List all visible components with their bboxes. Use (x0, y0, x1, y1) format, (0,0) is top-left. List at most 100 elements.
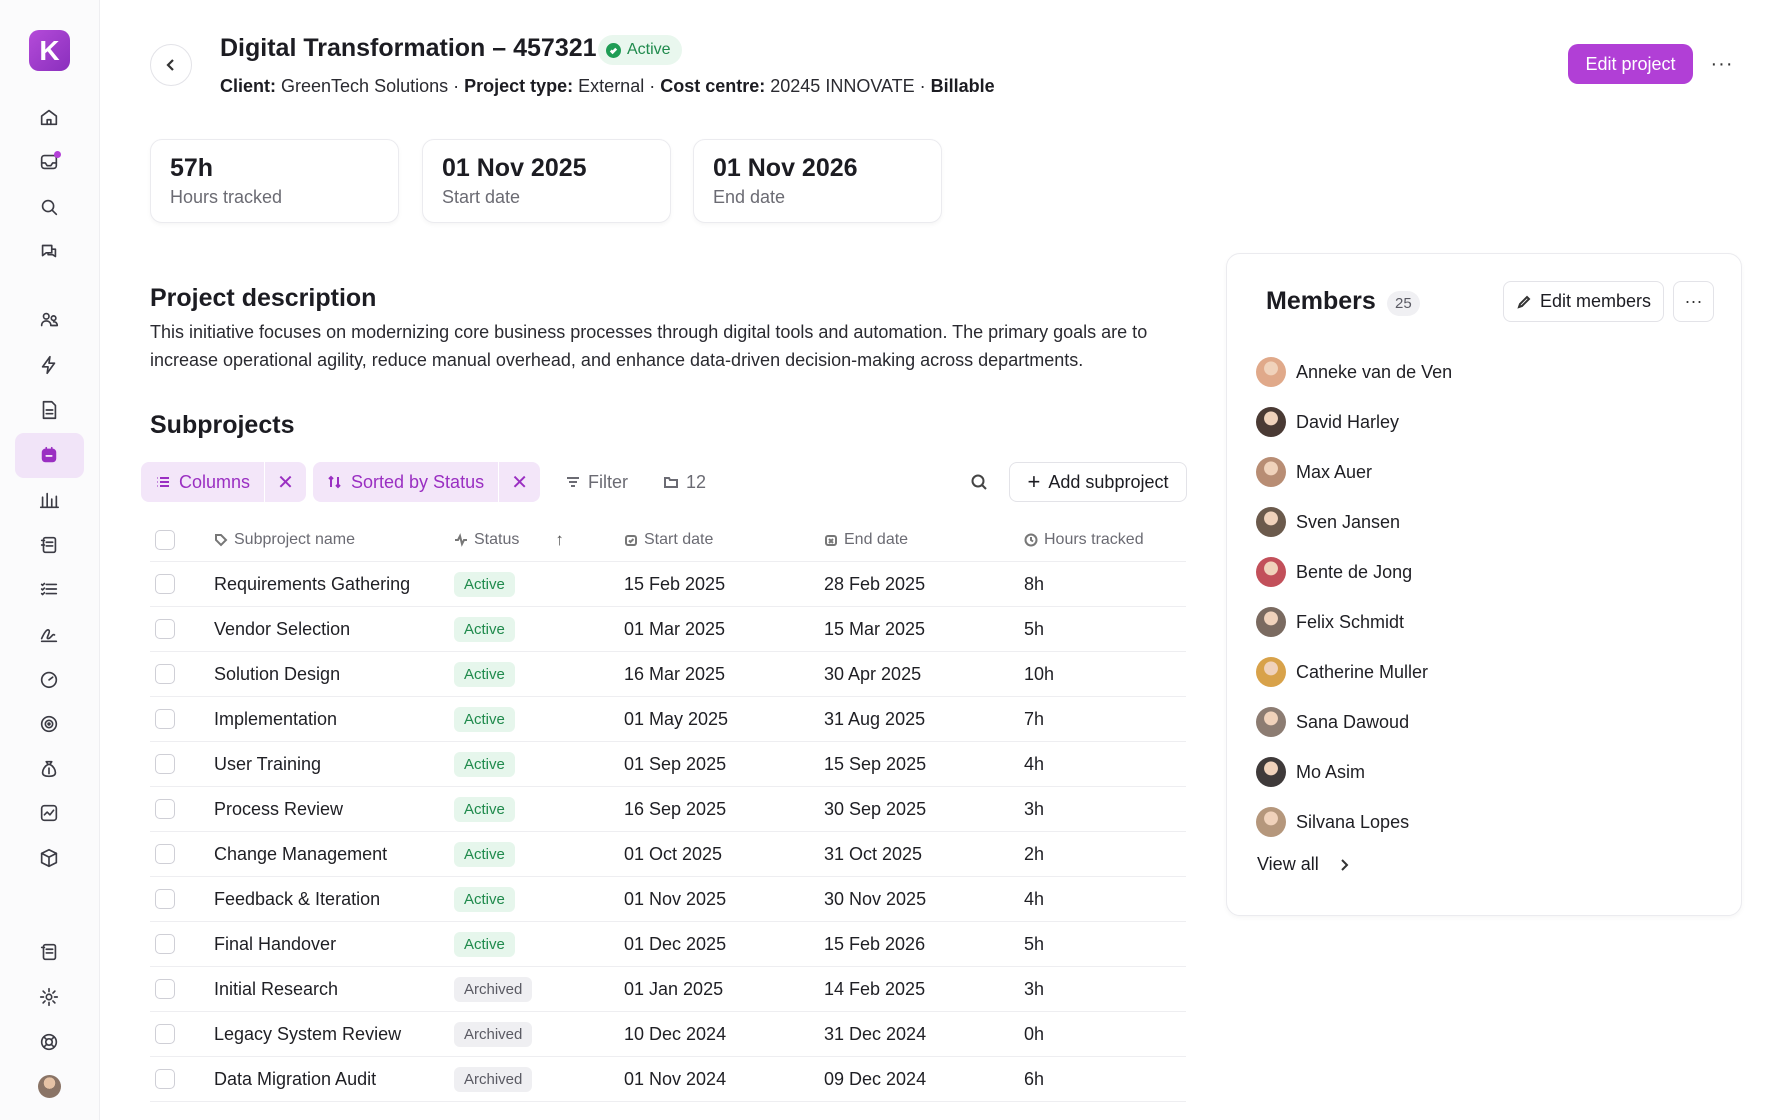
clear-sort-icon[interactable]: ✕ (498, 462, 540, 502)
table-row[interactable]: Requirements Gathering Active 15 Feb 2025 2… (150, 562, 1186, 607)
chat-icon[interactable] (36, 238, 62, 264)
member-name: Max Auer (1296, 461, 1373, 482)
column-header-label: Status (474, 530, 520, 548)
row-checkbox[interactable] (155, 754, 175, 774)
table-row[interactable]: User Training Active 01 Sep 2025 15 Sep 202… (150, 742, 1186, 787)
member-item[interactable]: Sven Jansen (1256, 497, 1696, 547)
signature-icon[interactable] (36, 621, 62, 647)
select-all-checkbox[interactable] (155, 529, 175, 550)
subproject-name[interactable]: Data Migration Audit (214, 1068, 377, 1089)
column-header-name[interactable]: Subproject name (214, 531, 454, 549)
view-all-link[interactable]: View all (1257, 854, 1351, 875)
gauge-icon[interactable] (36, 666, 62, 692)
subproject-name[interactable]: Final Handover (214, 933, 337, 954)
edit-project-button[interactable]: Edit project (1568, 44, 1693, 84)
document-icon[interactable] (36, 397, 62, 423)
row-checkbox[interactable] (155, 934, 175, 954)
subproject-name[interactable]: User Training (214, 753, 322, 774)
columns-button[interactable]: Columns (141, 462, 264, 502)
subproject-name[interactable]: Solution Design (214, 663, 341, 684)
table-row[interactable]: Feedback & Iteration Active 01 Nov 2025 30 … (150, 877, 1186, 922)
subproject-name[interactable]: Legacy System Review (214, 1023, 402, 1044)
table-row[interactable]: Implementation Active 01 May 2025 31 Aug 20… (150, 697, 1186, 742)
client-label: Client: (220, 76, 276, 96)
add-subproject-button[interactable]: + Add subproject (1009, 462, 1187, 502)
row-checkbox[interactable] (155, 664, 175, 684)
inbox-icon[interactable] (36, 149, 62, 175)
table-search-button[interactable] (966, 469, 992, 495)
edit-members-button[interactable]: Edit members (1503, 281, 1664, 322)
table-row[interactable]: Initial Research Archived 01 Jan 2025 14 Fe… (150, 967, 1186, 1012)
members-list: Anneke van de Ven David Harley Max Auer Sve… (1256, 347, 1696, 847)
status-badge-label: Active (627, 41, 671, 58)
member-item[interactable]: Sana Dawoud (1256, 697, 1696, 747)
people-icon[interactable] (36, 307, 62, 333)
subproject-name[interactable]: Initial Research (214, 978, 339, 999)
end-date: 30 Nov 2025 (824, 888, 927, 909)
box-icon[interactable] (36, 845, 62, 871)
arrow-up-icon[interactable]: ↑ (555, 529, 564, 549)
member-item[interactable]: Catherine Muller (1256, 647, 1696, 697)
back-button[interactable] (150, 44, 192, 86)
columns-chip[interactable]: Columns ✕ (141, 462, 307, 502)
status-badge: Active (454, 931, 515, 957)
subproject-name[interactable]: Implementation (214, 708, 338, 729)
row-checkbox[interactable] (155, 1024, 175, 1044)
settings-icon[interactable] (36, 984, 62, 1010)
subproject-name[interactable]: Vendor Selection (214, 618, 351, 639)
subproject-name[interactable]: Feedback & Iteration (214, 888, 381, 909)
member-item[interactable]: Silvana Lopes (1256, 797, 1696, 847)
hours-tracked: 6h (1024, 1068, 1045, 1089)
table-row[interactable]: Vendor Selection Active 01 Mar 2025 15 Mar … (150, 607, 1186, 652)
column-header-start-date[interactable]: Start date (624, 531, 824, 549)
member-item[interactable]: Bente de Jong (1256, 547, 1696, 597)
member-item[interactable]: David Harley (1256, 397, 1696, 447)
subproject-name[interactable]: Requirements Gathering (214, 573, 411, 594)
row-checkbox[interactable] (155, 979, 175, 999)
member-item[interactable]: Max Auer (1256, 447, 1696, 497)
sort-button[interactable]: Sorted by Status (313, 462, 498, 502)
search-icon[interactable] (36, 194, 62, 220)
activity-icon[interactable] (36, 800, 62, 826)
checklist-icon[interactable] (36, 576, 62, 602)
row-checkbox[interactable] (155, 574, 175, 594)
row-checkbox[interactable] (155, 889, 175, 909)
projects-icon[interactable] (36, 442, 62, 468)
lightning-icon[interactable] (36, 352, 62, 378)
ledger-icon[interactable] (36, 532, 62, 558)
table-row[interactable]: Solution Design Active 16 Mar 2025 30 Apr 2… (150, 652, 1186, 697)
user-avatar[interactable] (38, 1075, 61, 1098)
table-row[interactable]: Final Handover Active 01 Dec 2025 15 Feb 20… (150, 922, 1186, 967)
chart-icon[interactable] (36, 487, 62, 513)
row-checkbox[interactable] (155, 709, 175, 729)
filter-button[interactable]: Filter (565, 462, 628, 502)
row-checkbox[interactable] (155, 799, 175, 819)
home-icon[interactable] (36, 104, 62, 130)
table-row[interactable]: Change Management Active 01 Oct 2025 31 Oct… (150, 832, 1186, 877)
column-header-end-date[interactable]: End date (824, 531, 1024, 549)
app-logo[interactable]: K (29, 30, 70, 71)
member-item[interactable]: Anneke van de Ven (1256, 347, 1696, 397)
table-row[interactable]: Data Migration Audit Archived 01 Nov 2024 0… (150, 1057, 1186, 1102)
target-icon[interactable] (36, 711, 62, 737)
row-checkbox[interactable] (155, 844, 175, 864)
table-row[interactable]: Process Review Active 16 Sep 2025 30 Sep 20… (150, 787, 1186, 832)
table-row[interactable]: Legacy System Review Archived 10 Dec 2024 3… (150, 1012, 1186, 1057)
stat-card-hours: 57h Hours tracked (150, 139, 399, 223)
more-options-icon[interactable]: ··· (1710, 52, 1734, 75)
docs-icon[interactable] (36, 939, 62, 965)
column-header-status[interactable]: Status ↑ (454, 530, 624, 550)
subproject-name[interactable]: Process Review (214, 798, 344, 819)
clear-columns-icon[interactable]: ✕ (264, 462, 306, 502)
sort-chip[interactable]: Sorted by Status ✕ (313, 462, 541, 502)
members-count-badge: 25 (1387, 291, 1420, 316)
row-checkbox[interactable] (155, 1069, 175, 1089)
column-header-hours[interactable]: Hours tracked (1024, 531, 1184, 549)
help-icon[interactable] (36, 1029, 62, 1055)
member-item[interactable]: Felix Schmidt (1256, 597, 1696, 647)
row-checkbox[interactable] (155, 619, 175, 639)
member-item[interactable]: Mo Asim (1256, 747, 1696, 797)
money-bag-icon[interactable] (36, 756, 62, 782)
subproject-name[interactable]: Change Management (214, 843, 388, 864)
members-more-icon[interactable]: ··· (1673, 281, 1714, 322)
